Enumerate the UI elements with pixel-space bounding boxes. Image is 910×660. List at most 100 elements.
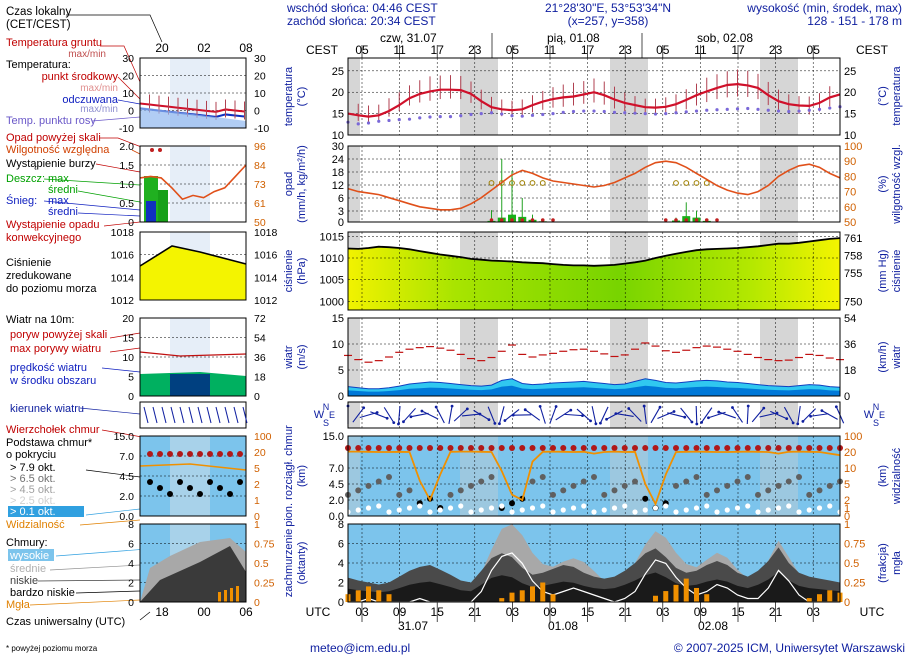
cloud-base-dot <box>488 473 495 480</box>
dir-w-r: W <box>864 409 875 421</box>
precip-tick: 6 <box>338 193 344 205</box>
wind-arrow <box>539 406 546 424</box>
cloud-top-dot <box>498 445 505 451</box>
temp-tick: 25 <box>332 66 344 78</box>
r-hum-unit: (%) <box>877 175 889 192</box>
dir-n: N <box>323 402 330 412</box>
kmh-tick: 54 <box>844 313 856 325</box>
legend-cl-high: wysokie <box>9 550 49 562</box>
cloud-base-dot-light <box>765 507 771 513</box>
wind-arrow <box>410 412 429 418</box>
cloud-base-dot-light <box>396 507 402 513</box>
utc-day: 31.07 <box>398 619 428 633</box>
mini-tick-r: -10 <box>254 123 269 135</box>
legend-okt-3: > 4.5 okt. <box>10 484 56 496</box>
wind-arrow <box>821 410 838 420</box>
wind-arrow-head <box>791 421 795 425</box>
wind-arrow-head <box>627 407 631 410</box>
mini-tick-r: 100 <box>254 431 272 443</box>
cest-hour: 23 <box>468 43 482 57</box>
utc-hour: 15 <box>431 605 445 619</box>
mini-tick: 20 <box>122 71 134 83</box>
mini-tick: 1.5 <box>119 160 134 172</box>
axis-name-wind: wiatr <box>283 345 295 370</box>
convective-marker <box>694 218 699 222</box>
night-band <box>348 436 360 516</box>
convective-marker <box>510 218 514 222</box>
legend-wind-dir: kierunek wiatru <box>10 403 84 415</box>
mini-tick: 10 <box>122 88 134 100</box>
mini-cloud-top <box>197 451 203 457</box>
mini-tick-r: 0 <box>254 597 260 609</box>
cloud-base-dot <box>478 478 485 485</box>
cloud-base-dot <box>365 482 372 489</box>
mini-tick-r: 1 <box>254 495 260 507</box>
cloud-base-dot <box>673 482 679 489</box>
mini-tick: 2.0 <box>119 141 134 153</box>
dew-point-dot <box>592 109 596 113</box>
contact-email[interactable]: meteo@icm.edu.pl <box>310 641 410 655</box>
mini-snow-bar <box>146 201 156 222</box>
legend-okt-1: > 7.9 okt. <box>10 462 56 474</box>
dew-point-dot <box>715 108 719 112</box>
cloud-top-dot <box>724 445 731 451</box>
mini-utc-hour: 00 <box>197 605 211 619</box>
wind-arrow-head <box>375 411 379 414</box>
cloud-top-dot <box>826 445 833 451</box>
dew-point-dot <box>397 118 401 122</box>
cloud-top-dot <box>488 445 495 451</box>
storm-marker <box>519 180 526 186</box>
panel-border <box>347 523 841 603</box>
mini-cloud-top <box>187 451 193 457</box>
fog-bar <box>694 587 699 602</box>
sunset: zachód słońca: 20:34 CEST <box>287 14 436 28</box>
humidity-line <box>347 160 841 211</box>
mini-tick: 20 <box>122 313 134 325</box>
r-vis-unit: (km) <box>877 465 889 487</box>
cloud-base-dot-light <box>365 505 372 511</box>
wind-speed-line <box>347 378 841 390</box>
wind-arrow-head <box>594 422 598 426</box>
cloud-base-dot <box>580 478 587 485</box>
mini-tick-r: 30 <box>254 53 266 65</box>
r-wind-name: wiatr <box>891 345 903 370</box>
cloud-top-dot <box>550 445 556 451</box>
fog-bar <box>673 584 679 602</box>
wind-arrow-head <box>731 406 734 409</box>
cloud-base-dot-light <box>775 505 782 511</box>
legend-okt-5: > 0.1 okt. <box>10 506 56 518</box>
mini-utc-hour: 18 <box>155 605 169 619</box>
cloud-base-dot <box>816 487 823 494</box>
wind-arrow-head <box>707 416 710 420</box>
header: Czas lokalny (CET/CEST) wschód słońca: 0… <box>6 1 902 31</box>
cloud-base-dot-light <box>427 509 433 515</box>
fog-bar <box>386 594 392 602</box>
mini-tick-r: 0.5 <box>254 558 269 570</box>
cloud-base-dot-light <box>683 507 689 513</box>
cest-hour: 23 <box>619 43 633 57</box>
legend-snow-max: max <box>48 195 69 207</box>
cover-vlow-area <box>348 572 840 602</box>
mini-wind-night <box>170 374 210 396</box>
mini-tick: 4.5 <box>119 471 134 483</box>
mini-dir-arrow <box>170 406 176 424</box>
legend: Temperatura gruntu max/min Temperatura: … <box>6 37 125 653</box>
cest-label-right: CEST <box>856 43 889 57</box>
cest-hour: 11 <box>694 43 707 57</box>
cloud-base-dot-light <box>417 503 423 509</box>
mini-cloud-top <box>207 451 213 457</box>
cloud-base-dot-light <box>724 507 730 513</box>
fog-bar <box>540 582 546 602</box>
mini-dir-arrow <box>197 406 203 424</box>
temp-tick-r: 10 <box>844 130 856 142</box>
dir-s: S <box>323 418 329 428</box>
wind-arrow-head <box>746 404 750 408</box>
cloud-base-dot-light <box>632 509 638 515</box>
cloud-base-dot <box>642 495 649 502</box>
pressure-tick: 1010 <box>320 253 344 265</box>
cloud-base-dot <box>447 491 454 498</box>
cloud-base-dot-light <box>437 507 443 513</box>
dew-point-dot <box>817 107 822 111</box>
cloud-base-dot <box>386 473 392 480</box>
